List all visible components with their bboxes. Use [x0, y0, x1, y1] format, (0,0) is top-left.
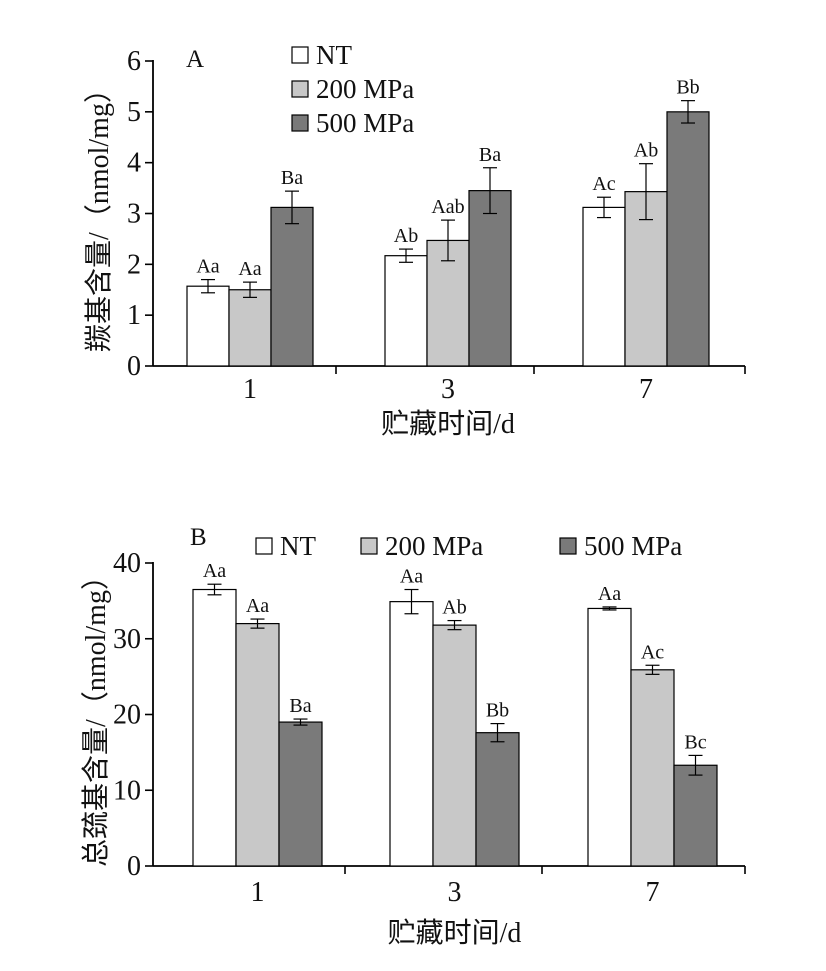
bar	[630, 669, 675, 867]
y-tick-label: 10	[113, 775, 141, 806]
y-tick-label: 1	[127, 300, 141, 331]
x-tick-label: 3	[448, 877, 462, 908]
legend-label: 200 MPa	[385, 531, 483, 561]
x-tick-label: 7	[639, 374, 653, 405]
x-tick-label: 1	[243, 374, 257, 405]
y-tick-label: 3	[127, 199, 141, 230]
bar	[432, 624, 477, 867]
significance-label: Aa	[203, 560, 226, 582]
significance-label: Aa	[598, 583, 621, 605]
y-tick-label: 5	[127, 97, 141, 128]
x-axis-title: 贮藏时间/d	[388, 917, 522, 949]
bar	[475, 732, 520, 867]
bar	[235, 622, 280, 867]
significance-label: Ba	[281, 167, 303, 189]
legend-label: NT	[280, 531, 316, 561]
significance-label: Ba	[479, 144, 501, 166]
x-tick-label: 1	[251, 877, 265, 908]
legend-swatch	[291, 46, 309, 64]
chart-panel-b: 0 10 20 30 40 1 3 7 Aa Aa Aa Aa Ab Ac Ba Bb Bc 总巯基含量/（nmo…	[80, 524, 746, 949]
legend-label: NT	[316, 40, 352, 70]
y-tick-label: 40	[113, 548, 141, 579]
significance-label: Bb	[676, 77, 699, 99]
legend-label: 500 MPa	[584, 531, 682, 561]
significance-label: Ab	[394, 225, 418, 247]
legend-swatch	[291, 80, 309, 98]
y-tick-label: 20	[113, 700, 141, 731]
significance-label: Aab	[431, 196, 464, 218]
x-tick-label: 7	[646, 877, 660, 908]
bar	[186, 285, 230, 367]
panel-label: B	[190, 524, 207, 551]
bar	[228, 289, 272, 367]
bar	[468, 190, 512, 367]
y-tick-label: 0	[127, 351, 141, 382]
significance-label: Aa	[400, 566, 423, 588]
significance-label: Ab	[442, 597, 466, 619]
significance-label: Ba	[289, 695, 311, 717]
legend-swatch	[255, 537, 273, 555]
bar	[389, 601, 434, 867]
y-tick-label: 6	[127, 46, 141, 77]
significance-label: Ac	[592, 173, 615, 195]
significance-label: Aa	[238, 258, 261, 280]
significance-label: Bc	[684, 731, 706, 753]
significance-label: Aa	[196, 256, 219, 278]
y-tick-label: 30	[113, 624, 141, 655]
y-tick-label: 4	[127, 148, 141, 179]
legend: NT 200 MPa 500 MPa	[255, 531, 682, 561]
legend-swatch	[291, 114, 309, 132]
legend: NT 200 MPa 500 MPa	[291, 40, 414, 138]
bar	[384, 255, 428, 367]
bar	[673, 764, 718, 867]
significance-label: Bb	[486, 700, 509, 722]
legend-label: 200 MPa	[316, 74, 414, 104]
bar	[582, 206, 626, 367]
panel-label: A	[186, 46, 204, 73]
x-tick-label: 3	[441, 374, 455, 405]
bar	[278, 721, 323, 867]
bar	[587, 607, 632, 867]
y-axis-title: 羰基含量/（nmol/mg）	[83, 75, 115, 352]
significance-label: Ab	[634, 140, 658, 162]
legend-swatch	[559, 537, 577, 555]
legend-label: 500 MPa	[316, 108, 414, 138]
x-axis-title: 贮藏时间/d	[381, 408, 515, 440]
y-tick-label: 0	[127, 851, 141, 882]
bar	[192, 588, 237, 867]
chart-panel-a: 0 1 2 3 4 5 6 1 3 7 Aa Ab Ac Aa Aab Ab Ba Ba Bb 羰基含量/（nmol/…	[83, 40, 746, 440]
bar	[666, 111, 710, 367]
y-axis-title: 总巯基含量/（nmol/mg）	[80, 562, 112, 867]
significance-label: Aa	[246, 595, 269, 617]
y-tick-label: 2	[127, 249, 141, 280]
significance-label: Ac	[641, 641, 664, 663]
legend-swatch	[360, 537, 378, 555]
bar	[270, 206, 314, 367]
